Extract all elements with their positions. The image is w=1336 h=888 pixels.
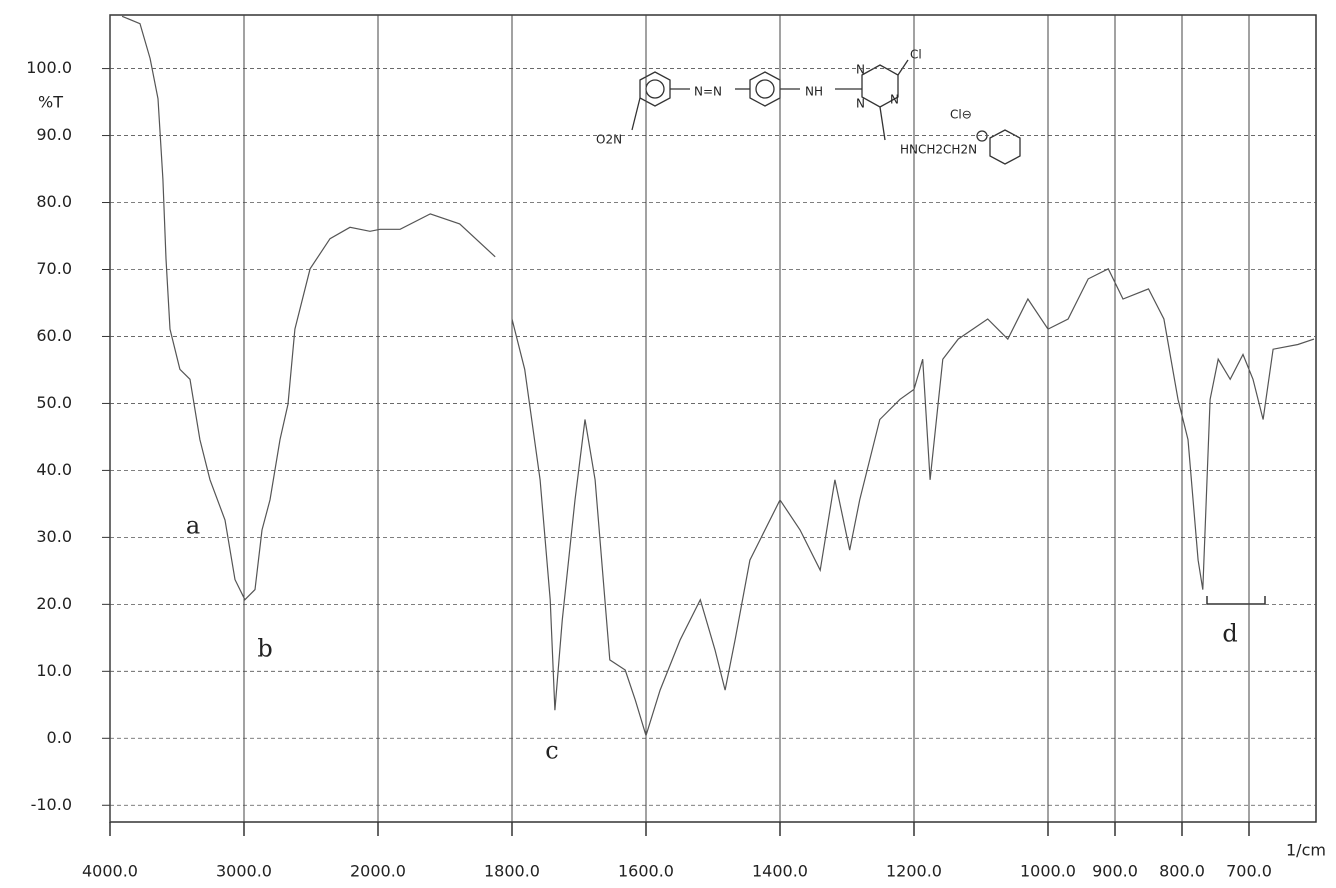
ring: [749, 71, 781, 107]
structure-label: N: [856, 97, 865, 111]
ring: [639, 71, 671, 107]
x-tick-label: 1600.0: [618, 862, 674, 881]
y-tick-label: -10.0: [31, 795, 72, 814]
y-tick-label: 0.0: [47, 728, 72, 747]
charge: [976, 130, 988, 142]
y-tick-label: 80.0: [36, 192, 72, 211]
ring: [861, 64, 899, 108]
x-tick-label: 700.0: [1226, 862, 1272, 881]
x-tick-label: 1800.0: [484, 862, 540, 881]
x-tick-label: 800.0: [1159, 862, 1205, 881]
y-tick-label: 70.0: [36, 259, 72, 278]
y-axis-label: %T: [38, 93, 63, 112]
x-tick-label: 2000.0: [350, 862, 406, 881]
x-tick-label: 1200.0: [886, 862, 942, 881]
annotation: a: [186, 512, 200, 540]
x-tick-label: 4000.0: [82, 862, 138, 881]
x-tick-label: 900.0: [1092, 862, 1138, 881]
annotation: d: [1222, 620, 1237, 648]
ring: [755, 79, 775, 99]
spectrum-line: [121, 15, 496, 601]
structure: O2N N=N NH Cl N N N HNCH2CH2N Cl⊖: [596, 48, 1021, 165]
y-tick-label: 90.0: [36, 125, 72, 144]
y-tick-label: 50.0: [36, 393, 72, 412]
structure-label: N=N: [694, 85, 722, 99]
y-tick-label: 10.0: [36, 661, 72, 680]
ring: [989, 129, 1021, 165]
bracket: [1206, 596, 1266, 605]
y-tick-label: 30.0: [36, 527, 72, 546]
annotation: c: [545, 737, 558, 765]
ring: [645, 79, 665, 99]
structure-label: Cl: [910, 48, 922, 62]
structure-label: N: [890, 93, 899, 107]
structure-label: O2N: [596, 133, 622, 147]
structure-label: Cl⊖: [950, 108, 972, 122]
annotation: b: [257, 635, 272, 663]
bond: [897, 59, 909, 76]
structure-label: NH: [805, 85, 823, 99]
x-tick-label: 1000.0: [1020, 862, 1076, 881]
bond: [631, 97, 641, 131]
bond: [879, 106, 886, 141]
x-tick-label: 3000.0: [216, 862, 272, 881]
y-tick-label: 100.0: [26, 58, 72, 77]
spectrum-line: [511, 267, 1315, 738]
y-tick-label: 20.0: [36, 594, 72, 613]
structure-label: HNCH2CH2N: [900, 143, 977, 157]
y-tick-label: 60.0: [36, 326, 72, 345]
plot-frame: [109, 14, 1317, 823]
x-axis-label: 1/cm: [1286, 841, 1326, 860]
structure-label: N: [856, 63, 865, 77]
y-tick-label: 40.0: [36, 460, 72, 479]
x-tick-label: 1400.0: [752, 862, 808, 881]
